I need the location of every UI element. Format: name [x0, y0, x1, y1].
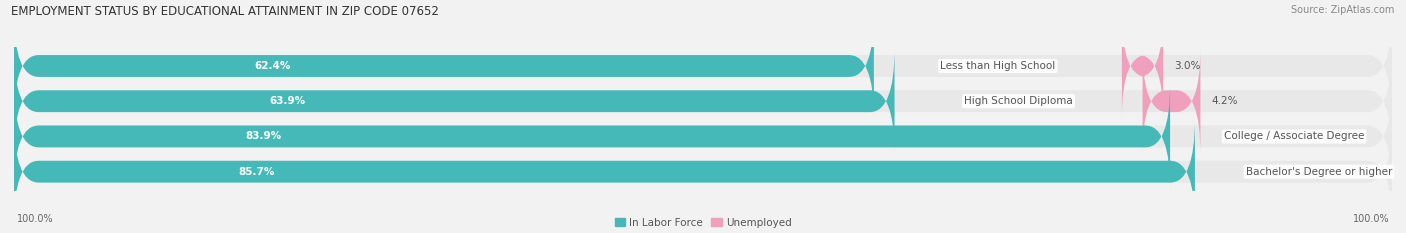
- Text: 3.0%: 3.0%: [1174, 61, 1201, 71]
- Text: 63.9%: 63.9%: [270, 96, 305, 106]
- Text: 100.0%: 100.0%: [17, 214, 53, 224]
- FancyBboxPatch shape: [14, 119, 1195, 224]
- FancyBboxPatch shape: [14, 49, 1392, 154]
- Text: Source: ZipAtlas.com: Source: ZipAtlas.com: [1291, 5, 1395, 15]
- Text: Bachelor's Degree or higher: Bachelor's Degree or higher: [1246, 167, 1392, 177]
- Text: High School Diploma: High School Diploma: [965, 96, 1073, 106]
- Text: Less than High School: Less than High School: [941, 61, 1056, 71]
- FancyBboxPatch shape: [14, 49, 894, 154]
- Text: 83.9%: 83.9%: [245, 131, 281, 141]
- FancyBboxPatch shape: [1143, 49, 1201, 154]
- Text: College / Associate Degree: College / Associate Degree: [1225, 131, 1364, 141]
- FancyBboxPatch shape: [14, 14, 875, 118]
- Text: 62.4%: 62.4%: [254, 61, 291, 71]
- FancyBboxPatch shape: [14, 84, 1170, 189]
- FancyBboxPatch shape: [14, 119, 1392, 224]
- FancyBboxPatch shape: [14, 14, 1392, 118]
- FancyBboxPatch shape: [14, 84, 1392, 189]
- FancyBboxPatch shape: [1122, 14, 1163, 118]
- Text: 85.7%: 85.7%: [239, 167, 274, 177]
- Text: 100.0%: 100.0%: [1353, 214, 1389, 224]
- Text: EMPLOYMENT STATUS BY EDUCATIONAL ATTAINMENT IN ZIP CODE 07652: EMPLOYMENT STATUS BY EDUCATIONAL ATTAINM…: [11, 5, 439, 18]
- Legend: In Labor Force, Unemployed: In Labor Force, Unemployed: [614, 218, 792, 228]
- Text: 4.2%: 4.2%: [1212, 96, 1237, 106]
